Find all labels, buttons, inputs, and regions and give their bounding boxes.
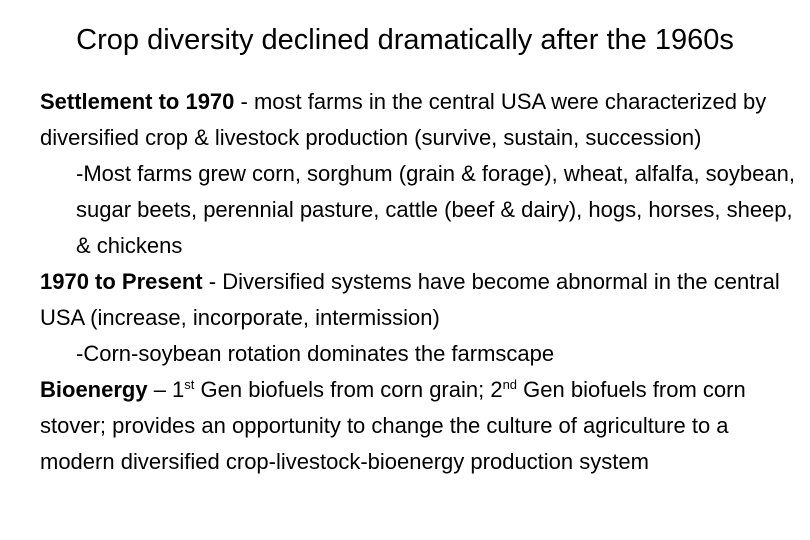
slide-body: Settlement to 1970 - most farms in the c…: [40, 84, 800, 480]
bioenergy-sup-second: nd: [502, 377, 518, 392]
slide-title: Crop diversity declined dramatically aft…: [76, 24, 734, 56]
crops-list-paragraph: -Most farms grew corn, sorghum (grain & …: [40, 156, 800, 264]
settlement-heading: Settlement to 1970: [40, 89, 235, 114]
bioenergy-paragraph: Bioenergy – 1st Gen biofuels from corn g…: [40, 372, 800, 480]
bioenergy-heading: Bioenergy: [40, 377, 148, 402]
bioenergy-text-part2: Gen biofuels from corn grain; 2: [194, 377, 503, 402]
settlement-text: - most farms in the central USA were cha…: [40, 89, 767, 150]
rotation-text: -Corn-soybean rotation dominates the far…: [76, 341, 555, 366]
present-text: - Diversified systems have become abnorm…: [40, 269, 780, 330]
settlement-paragraph: Settlement to 1970 - most farms in the c…: [40, 84, 800, 156]
present-paragraph: 1970 to Present - Diversified systems ha…: [40, 264, 800, 336]
bioenergy-text-part1: – 1: [147, 377, 185, 402]
rotation-paragraph: -Corn-soybean rotation dominates the far…: [40, 336, 800, 372]
bioenergy-text-part3: Gen biofuels from corn stover; provides …: [40, 377, 746, 474]
bioenergy-sup-first: st: [184, 377, 195, 392]
crops-list-text: -Most farms grew corn, sorghum (grain & …: [76, 161, 795, 258]
present-heading: 1970 to Present: [40, 269, 203, 294]
